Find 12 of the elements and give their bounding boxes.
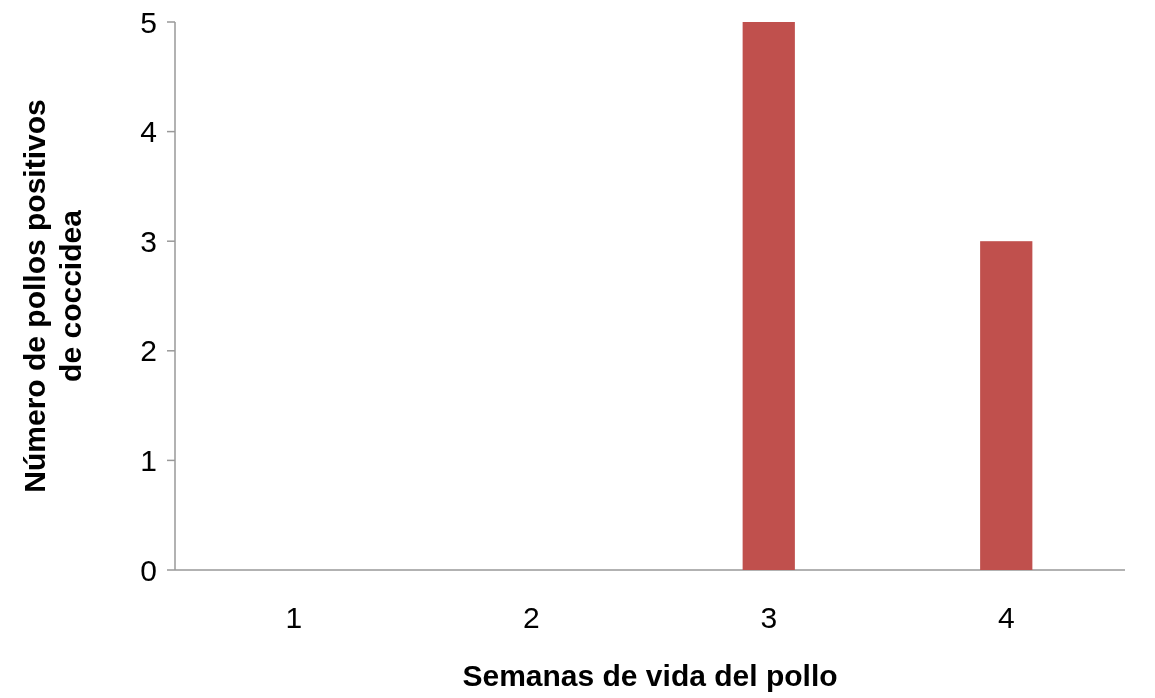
x-tick-label: 1 [285, 601, 303, 634]
y-axis-title: Número de pollos positivos de coccidea [18, 99, 87, 493]
y-tick-label: 5 [140, 5, 157, 39]
x-tick-label: 4 [997, 601, 1015, 634]
x-axis-title: Semanas de vida del pollo [462, 659, 838, 692]
y-tick-label: 3 [140, 224, 157, 258]
y-tick-label: 4 [140, 115, 157, 149]
y-tick-label: 2 [140, 334, 157, 368]
x-tick-label: 3 [760, 601, 778, 634]
y-tick-label: 0 [140, 553, 157, 587]
y-tick-label: 1 [140, 443, 157, 477]
x-tick-label: 2 [522, 601, 540, 634]
